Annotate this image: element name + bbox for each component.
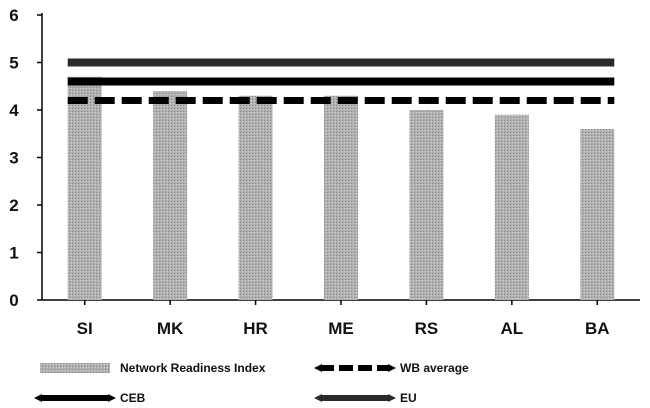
bar-me — [324, 95, 358, 300]
bar-al — [494, 114, 529, 300]
legend-item-eu: EU — [314, 391, 417, 405]
x-tick-label: HR — [243, 319, 268, 338]
legend-item-wb-average: WB average — [314, 361, 469, 375]
bar-si — [67, 76, 102, 300]
legend-item-ceb: CEB — [34, 391, 146, 405]
x-tick-label: MK — [157, 319, 184, 338]
x-tick-label: AL — [501, 319, 524, 338]
x-tick-label: RS — [415, 319, 439, 338]
legend-arrow-right — [108, 394, 116, 402]
legend-label: CEB — [120, 391, 146, 405]
legend-arrow-left — [314, 394, 322, 402]
x-tick-label: ME — [328, 319, 354, 338]
legend-item-network-readiness-index: Network Readiness Index — [40, 361, 266, 375]
legend-arrow-right — [388, 364, 396, 372]
x-axis: SI MK HR ME RS AL BA — [42, 299, 640, 338]
y-tick-label: 4 — [9, 101, 19, 120]
legend-label: EU — [400, 391, 417, 405]
reference-lines — [67, 58, 615, 104]
legend-arrow-right — [388, 394, 396, 402]
y-axis: 0 1 2 3 4 5 6 — [9, 6, 43, 310]
legend-arrow-left — [314, 364, 322, 372]
legend-label: WB average — [400, 361, 469, 375]
bar-ba — [580, 129, 615, 300]
bar-hr — [238, 95, 273, 300]
bar-mk — [153, 91, 188, 300]
y-tick-label: 3 — [9, 149, 18, 168]
legend-label: Network Readiness Index — [120, 361, 266, 375]
y-tick-label: 0 — [9, 291, 18, 310]
x-tick-label: SI — [77, 319, 93, 338]
y-tick-label: 5 — [9, 54, 18, 73]
legend-swatch — [40, 363, 110, 373]
y-tick-label: 2 — [9, 196, 18, 215]
x-tick-label: BA — [585, 319, 610, 338]
y-tick-label: 6 — [9, 6, 18, 25]
legend: Network Readiness Index WB average CEB EU — [34, 361, 469, 405]
legend-arrow-left — [34, 394, 42, 402]
y-tick-label: 1 — [9, 244, 18, 263]
bar-rs — [409, 110, 444, 300]
bars — [67, 76, 615, 300]
